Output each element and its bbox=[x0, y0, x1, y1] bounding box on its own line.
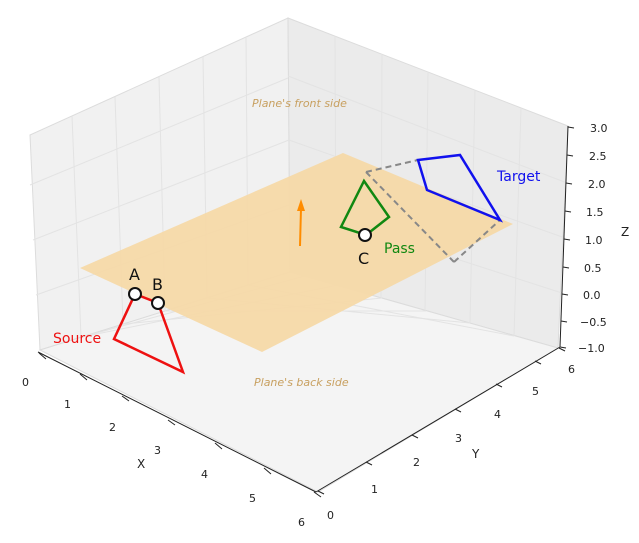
y-tick: 6 bbox=[568, 363, 575, 376]
target-polygon bbox=[416, 153, 504, 223]
x-tick: 4 bbox=[201, 468, 208, 481]
normal-arrow bbox=[297, 199, 305, 247]
x-axis: 0 1 2 3 4 5 6 X bbox=[22, 351, 322, 529]
z-tick: 2.0 bbox=[588, 178, 606, 191]
point-c-label: C bbox=[358, 249, 369, 268]
z-axis-label: Z bbox=[621, 225, 629, 239]
z-tick: −0.5 bbox=[580, 316, 607, 329]
point-c-marker bbox=[358, 228, 372, 242]
plane-front-note: Plane's front side bbox=[252, 97, 347, 110]
plane-back-note: Plane's back side bbox=[254, 376, 349, 389]
z-tick: 3.0 bbox=[590, 122, 608, 135]
y-tick: 1 bbox=[371, 483, 378, 496]
x-tick: 5 bbox=[249, 492, 256, 505]
z-tick: 0.0 bbox=[583, 289, 601, 302]
x-tick: 6 bbox=[298, 516, 305, 529]
z-tick: 2.5 bbox=[589, 150, 607, 163]
z-tick: 1.5 bbox=[586, 206, 604, 219]
y-tick: 0 bbox=[327, 509, 334, 522]
y-axis-label: Y bbox=[471, 447, 480, 461]
z-tick: 1.0 bbox=[585, 234, 603, 247]
plane bbox=[80, 153, 513, 352]
y-tick: 3 bbox=[455, 432, 462, 445]
source-polygon bbox=[112, 292, 186, 375]
point-a-label: A bbox=[129, 265, 140, 284]
point-b-marker bbox=[151, 296, 165, 310]
point-b-label: B bbox=[152, 275, 163, 294]
z-tick: 0.5 bbox=[584, 262, 602, 275]
x-tick: 1 bbox=[64, 398, 71, 411]
pass-label: Pass bbox=[384, 241, 415, 257]
point-a-marker bbox=[128, 287, 142, 301]
z-axis: −1.0 −0.5 0.0 0.5 1.0 1.5 2.0 2.5 3.0 Z bbox=[559, 122, 629, 355]
y-tick: 4 bbox=[494, 408, 501, 421]
x-axis-label: X bbox=[137, 457, 145, 471]
x-tick: 2 bbox=[109, 421, 116, 434]
z-tick: −1.0 bbox=[578, 342, 605, 355]
source-label: Source bbox=[53, 331, 101, 347]
y-axis: 0 1 2 3 4 5 6 Y bbox=[315, 346, 575, 522]
target-label: Target bbox=[496, 169, 541, 185]
y-tick: 2 bbox=[413, 456, 420, 469]
x-tick: 0 bbox=[22, 376, 29, 389]
dashed-connectors bbox=[365, 159, 501, 263]
y-tick: 5 bbox=[532, 385, 539, 398]
x-tick: 3 bbox=[154, 444, 161, 457]
